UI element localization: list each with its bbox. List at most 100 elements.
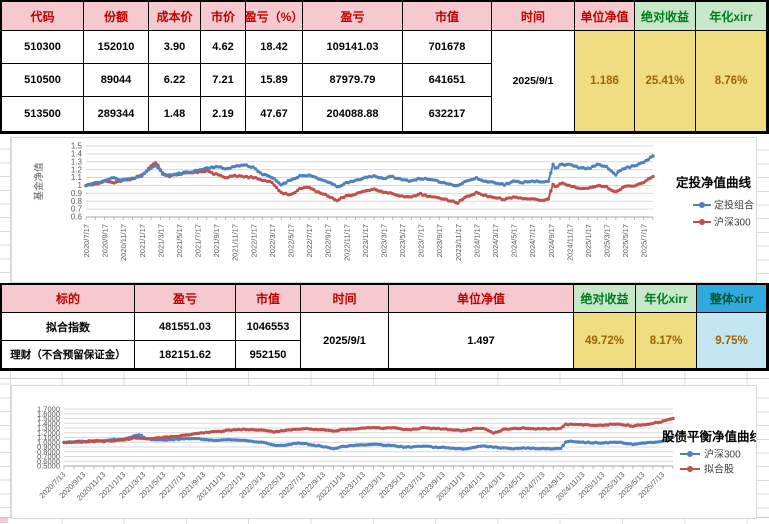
header-pnl-pct[interactable]: 盈亏（%） bbox=[246, 2, 303, 31]
data-cell[interactable]: 47.67 bbox=[246, 97, 303, 132]
svg-text:2020/9/17: 2020/9/17 bbox=[101, 224, 110, 257]
date-cell[interactable]: 2025/9/1 bbox=[301, 313, 389, 369]
header-market-value[interactable]: 市值 bbox=[403, 2, 492, 31]
nav-curve-chart[interactable]: 1.5 1.4 1.3 1.2 1.1 1 0.9 0.8 0.7 0.6 基金净值 2020/7/1… bbox=[11, 137, 757, 283]
header-unit-nav[interactable]: 单位净值 bbox=[389, 285, 574, 313]
data-cell[interactable]: 182151.62 bbox=[135, 341, 236, 369]
svg-text:2024/11/17: 2024/11/17 bbox=[565, 224, 574, 261]
svg-text:0.6: 0.6 bbox=[71, 213, 83, 222]
data-cell[interactable]: 3.90 bbox=[149, 31, 201, 64]
svg-text:0.9000: 0.9000 bbox=[37, 443, 60, 452]
svg-text:1.7000: 1.7000 bbox=[37, 405, 60, 414]
header-market-value[interactable]: 市值 bbox=[236, 285, 301, 313]
chart-svg: 1.51.41.31.21.110.90.80.70.6 基金净值 2020/7/1… bbox=[33, 142, 754, 261]
header-annualized-xirr[interactable]: 年化xirr bbox=[696, 2, 767, 31]
legend-item: 拟合股 bbox=[704, 463, 734, 476]
balance-curve-chart[interactable]: 1.7000 1.6000 1.5000 1.4000 1.3000 1.2000 1.10… bbox=[11, 385, 763, 519]
svg-text:1.5: 1.5 bbox=[71, 142, 83, 151]
svg-text:0.7: 0.7 bbox=[71, 205, 83, 214]
next-row-pink-cell bbox=[0, 518, 8, 523]
grid-margin-left-lower bbox=[0, 371, 11, 517]
data-cell[interactable]: 6.22 bbox=[149, 64, 201, 97]
date-cell[interactable]: 2025/9/1 bbox=[492, 31, 575, 132]
data-cell[interactable]: 7.21 bbox=[201, 64, 246, 97]
header-absolute-return[interactable]: 绝对收益 bbox=[574, 285, 636, 313]
data-cell[interactable]: 632217 bbox=[403, 97, 492, 132]
svg-text:2023/3/17: 2023/3/17 bbox=[379, 224, 388, 257]
data-cell[interactable]: 952150 bbox=[236, 341, 301, 369]
header-shares[interactable]: 份额 bbox=[84, 2, 149, 31]
data-cell[interactable]: 18.42 bbox=[246, 31, 303, 64]
svg-text:2022/3/17: 2022/3/17 bbox=[268, 224, 277, 257]
data-cell[interactable]: 87979.79 bbox=[303, 64, 403, 97]
legend-item: 定投组合 bbox=[714, 199, 754, 212]
holdings-table[interactable]: 代码 份额 成本价 市价 盈亏（%） 盈亏 市值 时间 单位净值 绝对收益 年化xirr 510300… bbox=[0, 0, 769, 134]
unit-nav-cell[interactable]: 1.497 bbox=[389, 313, 574, 369]
grid-margin-left-upper bbox=[0, 136, 11, 283]
svg-text:2021/5/17: 2021/5/17 bbox=[175, 224, 184, 257]
data-cell[interactable]: 204088.88 bbox=[303, 97, 403, 132]
svg-text:1.1000: 1.1000 bbox=[37, 433, 60, 442]
summary-table[interactable]: 标的 盈亏 市值 时间 单位净值 绝对收益 年化xirr 整体xirr 拟合指数 481551.0… bbox=[0, 283, 769, 371]
overall-xirr-cell[interactable]: 9.75% bbox=[697, 313, 767, 369]
header-absolute-return[interactable]: 绝对收益 bbox=[635, 2, 696, 31]
data-cell[interactable]: 152010 bbox=[84, 31, 149, 64]
header-overall-xirr[interactable]: 整体xirr bbox=[697, 285, 767, 313]
data-cell[interactable]: 481551.03 bbox=[135, 313, 236, 341]
data-cell[interactable]: 510300 bbox=[2, 31, 84, 64]
svg-text:2024/9/17: 2024/9/17 bbox=[547, 224, 556, 257]
chart-svg: 1.70001.60001.50001.40001.30001.20001.10… bbox=[37, 405, 762, 503]
data-cell[interactable]: 1046553 bbox=[236, 313, 301, 341]
header-unit-nav[interactable]: 单位净值 bbox=[575, 2, 635, 31]
xirr-cell[interactable]: 8.17% bbox=[636, 313, 697, 369]
data-cell[interactable]: 理财（不含预留保证金） bbox=[2, 341, 135, 369]
header-code[interactable]: 代码 bbox=[2, 2, 84, 31]
data-cell[interactable]: 510500 bbox=[2, 64, 84, 97]
data-cell[interactable]: 701678 bbox=[403, 31, 492, 64]
svg-text:2022/9/17: 2022/9/17 bbox=[324, 224, 333, 257]
data-cell[interactable]: 109141.03 bbox=[303, 31, 403, 64]
legend-item: 沪深300 bbox=[704, 448, 741, 461]
svg-text:2022/1/17: 2022/1/17 bbox=[249, 224, 258, 257]
svg-text:0.8: 0.8 bbox=[71, 197, 83, 206]
absolute-return-cell[interactable]: 25.41% bbox=[635, 31, 696, 132]
svg-text:基金净值: 基金净值 bbox=[33, 162, 45, 201]
svg-text:1.5000: 1.5000 bbox=[37, 414, 60, 423]
chart-title: 定投净值曲线 bbox=[675, 175, 752, 190]
header-target[interactable]: 标的 bbox=[2, 285, 135, 313]
svg-text:2024/3/17: 2024/3/17 bbox=[491, 224, 500, 257]
data-cell[interactable]: 4.62 bbox=[201, 31, 246, 64]
svg-text:2022/7/17: 2022/7/17 bbox=[305, 224, 314, 257]
header-date[interactable]: 时间 bbox=[301, 285, 389, 313]
header-pnl[interactable]: 盈亏 bbox=[303, 2, 403, 31]
data-cell[interactable]: 2.19 bbox=[201, 97, 246, 132]
svg-text:2025/3/17: 2025/3/17 bbox=[603, 224, 612, 257]
unit-nav-cell[interactable]: 1.186 bbox=[575, 31, 635, 132]
chart-title: 股债平衡净值曲线 bbox=[662, 429, 756, 444]
header-pnl[interactable]: 盈亏 bbox=[135, 285, 236, 313]
data-cell[interactable]: 拟合指数 bbox=[2, 313, 135, 341]
svg-text:1.1: 1.1 bbox=[71, 173, 83, 182]
svg-text:2023/9/17: 2023/9/17 bbox=[435, 224, 444, 257]
header-cost-price[interactable]: 成本价 bbox=[149, 2, 201, 31]
data-cell[interactable]: 89044 bbox=[84, 64, 149, 97]
svg-text:2024/7/17: 2024/7/17 bbox=[528, 224, 537, 257]
svg-text:0.8000: 0.8000 bbox=[37, 447, 60, 456]
data-cell[interactable]: 289344 bbox=[84, 97, 149, 132]
svg-text:2025/1/17: 2025/1/17 bbox=[584, 224, 593, 257]
xirr-cell[interactable]: 8.76% bbox=[696, 31, 767, 132]
svg-text:2021/3/17: 2021/3/17 bbox=[156, 224, 165, 257]
data-cell[interactable]: 1.48 bbox=[149, 97, 201, 132]
header-date[interactable]: 时间 bbox=[492, 2, 575, 31]
absolute-return-cell[interactable]: 49.72% bbox=[574, 313, 636, 369]
svg-text:2023/11/17: 2023/11/17 bbox=[454, 224, 463, 261]
data-cell[interactable]: 513500 bbox=[2, 97, 84, 132]
grid-margin-right-upper bbox=[756, 137, 769, 281]
data-cell[interactable]: 15.89 bbox=[246, 64, 303, 97]
header-market-price[interactable]: 市价 bbox=[201, 2, 246, 31]
svg-text:0.5000: 0.5000 bbox=[37, 462, 60, 471]
data-cell[interactable]: 641651 bbox=[403, 64, 492, 97]
svg-text:2023/7/17: 2023/7/17 bbox=[417, 224, 426, 257]
svg-text:2023/1/17: 2023/1/17 bbox=[361, 224, 370, 257]
header-annualized-xirr[interactable]: 年化xirr bbox=[636, 285, 697, 313]
